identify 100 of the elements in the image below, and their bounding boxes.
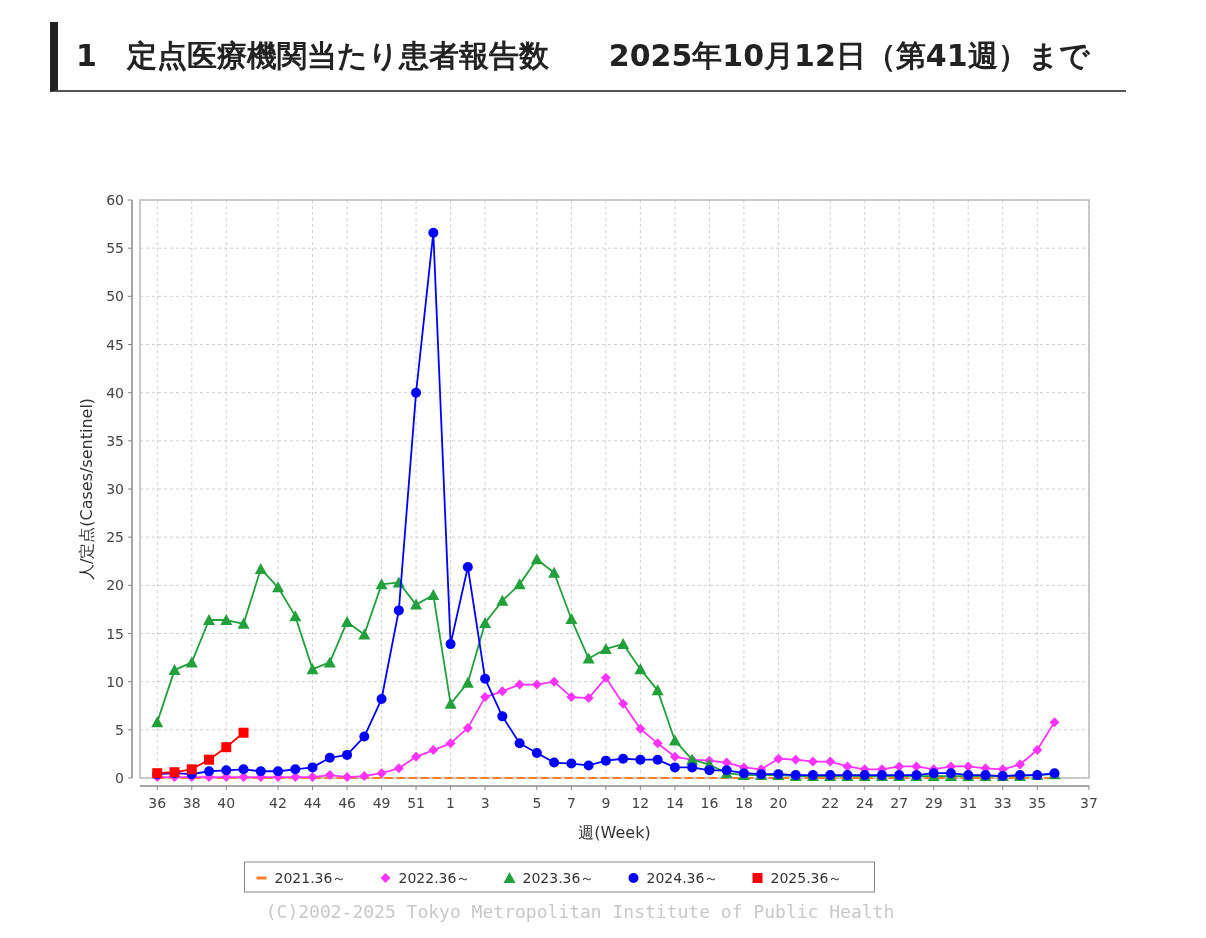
- x-tick-label: 35: [1028, 795, 1047, 811]
- chart-title: 1 定点医療機関当たり患者報告数 2025年10月12日（第41週）まで: [50, 22, 1126, 92]
- point: [307, 762, 318, 773]
- point: [565, 613, 578, 625]
- point: [549, 757, 560, 768]
- point: [238, 727, 249, 738]
- point: [186, 764, 197, 775]
- x-tick-label: 40: [217, 795, 236, 811]
- point: [583, 760, 594, 771]
- legend-label: 2022.36～: [398, 870, 471, 886]
- point: [634, 663, 647, 675]
- point: [514, 679, 525, 690]
- point: [428, 745, 439, 756]
- point: [514, 738, 525, 749]
- point: [582, 652, 595, 664]
- point: [185, 656, 198, 668]
- point: [635, 754, 646, 765]
- y-tick-label: 10: [106, 673, 124, 690]
- point: [566, 692, 577, 703]
- point: [549, 676, 560, 687]
- point: [617, 638, 630, 650]
- point: [359, 771, 370, 782]
- y-tick-label: 55: [106, 240, 124, 257]
- y-tick-label: 50: [106, 288, 124, 305]
- point: [497, 711, 508, 722]
- point: [359, 731, 370, 742]
- x-tick-label: 18: [735, 795, 753, 811]
- point: [583, 693, 594, 704]
- point: [444, 697, 457, 709]
- point: [237, 617, 250, 629]
- point: [445, 639, 456, 650]
- point: [704, 765, 715, 776]
- point: [599, 642, 612, 654]
- point: [393, 605, 404, 616]
- point: [342, 772, 353, 783]
- x-tick-label: 9: [601, 795, 611, 811]
- x-tick-label: 3: [480, 795, 490, 811]
- point: [548, 566, 561, 578]
- point: [600, 672, 611, 683]
- point: [531, 679, 542, 690]
- legend-label: 2024.36～: [646, 870, 719, 886]
- point: [652, 754, 663, 765]
- point: [894, 761, 905, 772]
- x-axis-title: 週(Week): [578, 823, 651, 842]
- point: [342, 749, 353, 760]
- point: [393, 763, 404, 774]
- point: [324, 752, 335, 763]
- x-tick-label: 27: [890, 795, 909, 811]
- x-tick-label: 51: [407, 795, 425, 811]
- point: [376, 768, 387, 779]
- y-tick-label: 40: [106, 384, 124, 401]
- x-tick-label: 42: [269, 795, 287, 811]
- point: [410, 598, 423, 610]
- point: [531, 747, 542, 758]
- point: [307, 772, 318, 783]
- point: [911, 761, 922, 772]
- point: [479, 616, 492, 628]
- point: [635, 723, 646, 734]
- point: [652, 738, 663, 749]
- point: [375, 578, 388, 590]
- point: [168, 664, 181, 676]
- point: [238, 764, 249, 775]
- point: [807, 756, 818, 767]
- point: [1032, 745, 1043, 756]
- y-tick-label: 25: [106, 529, 124, 546]
- point: [790, 754, 801, 765]
- point: [496, 594, 509, 606]
- point: [254, 562, 267, 574]
- point: [255, 766, 266, 777]
- point: [480, 673, 491, 684]
- x-tick-label: 20: [769, 795, 788, 811]
- point: [289, 610, 302, 622]
- point: [306, 663, 319, 675]
- point: [651, 684, 664, 696]
- x-tick-label: 31: [959, 795, 978, 811]
- point: [358, 628, 371, 640]
- x-tick-label: 24: [855, 795, 874, 811]
- point: [411, 387, 422, 398]
- y-tick-label: 5: [115, 721, 124, 738]
- y-tick-label: 30: [106, 481, 124, 497]
- y-tick-label: 35: [106, 432, 124, 449]
- point: [462, 562, 473, 573]
- x-tick-label: 49: [372, 795, 391, 811]
- point: [842, 761, 853, 772]
- point: [204, 766, 215, 777]
- x-tick-label: 12: [631, 795, 650, 811]
- point: [290, 764, 301, 775]
- point: [238, 772, 249, 783]
- x-tick-label: 16: [700, 795, 719, 811]
- point: [290, 772, 301, 783]
- point: [376, 694, 387, 705]
- x-tick-label: 7: [566, 795, 576, 811]
- point: [445, 738, 456, 749]
- point: [669, 751, 680, 762]
- point: [220, 614, 233, 626]
- x-tick-label: 14: [665, 795, 684, 811]
- point: [324, 770, 335, 781]
- y-tick-label: 60: [106, 192, 124, 208]
- point: [566, 758, 577, 769]
- point: [530, 553, 543, 565]
